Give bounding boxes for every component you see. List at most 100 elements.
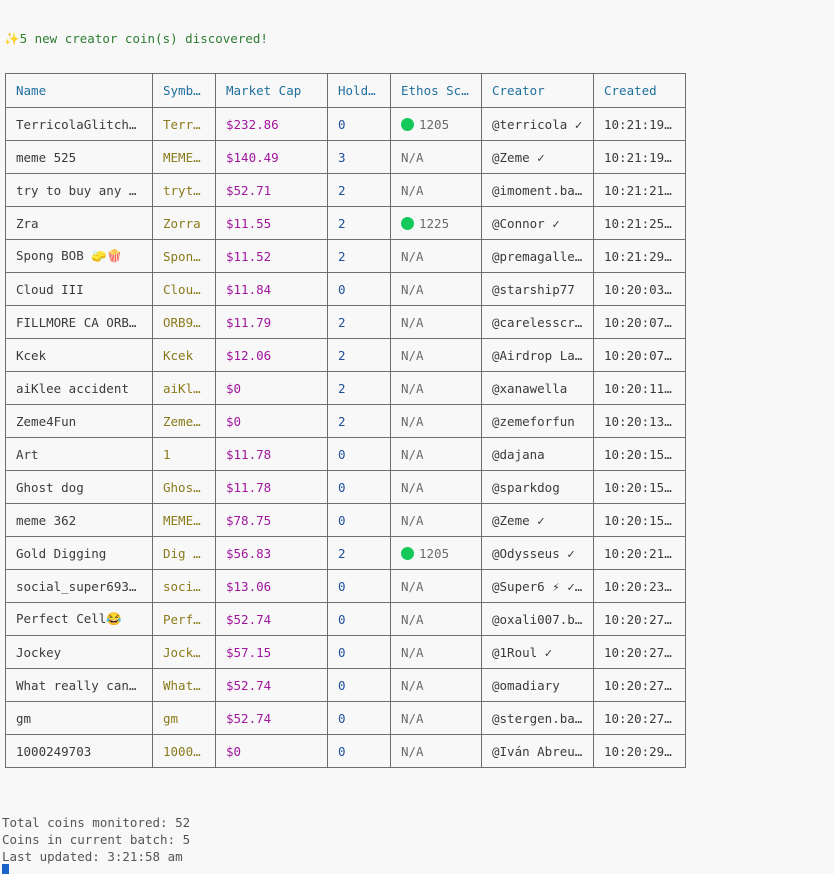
cell-holders: 3 bbox=[327, 140, 391, 174]
cell-name-text: aiKlee accident bbox=[16, 380, 129, 396]
cell-creator-text: @Connor ✓ bbox=[492, 215, 560, 231]
cell-name-text: Cloud III bbox=[16, 281, 84, 297]
cell-created: 10:20:29 am bbox=[593, 734, 686, 768]
cell-creator: @dajana bbox=[481, 437, 594, 471]
cell-ethos-score-text: 1225 bbox=[419, 215, 450, 231]
table-header-row: Name Symbol Market Cap Holders Ethos Sco… bbox=[5, 73, 686, 108]
cell-holders: 0 bbox=[327, 734, 391, 768]
cell-created-text: 10:20:15 am bbox=[604, 446, 686, 462]
cell-creator-text: @Iván Abreu ✓ bbox=[492, 743, 590, 759]
cell-creator-text: @imoment.base.eth bbox=[492, 182, 593, 198]
cell-created: 10:20:27 am bbox=[593, 701, 686, 735]
cell-symbol-text: Zeme4Fun bbox=[163, 413, 216, 429]
cell-symbol-text: MEME362 bbox=[163, 512, 216, 528]
cell-name-text: Jockey bbox=[16, 644, 62, 660]
cell-created: 10:21:21 am bbox=[593, 173, 686, 207]
cell-market-cap-text: $0 bbox=[226, 743, 242, 759]
table-row: Art 1 $11.78 0 N/A @dajana 10:20:15 am bbox=[5, 437, 686, 471]
terminal-cursor bbox=[2, 864, 9, 874]
cell-name-text: social_super6938100 bbox=[16, 578, 153, 594]
cell-creator: @Super6 ⚡ ✓ │ bbox=[481, 569, 594, 603]
cell-symbol-text: social_super bbox=[163, 578, 216, 594]
cell-ethos-score-text: N/A bbox=[401, 743, 424, 759]
table-row: TerricolaGlitchSymphony Terricola $232.86 0… bbox=[5, 107, 686, 141]
cell-ethos-score: N/A bbox=[390, 404, 482, 438]
cell-symbol-text: Terricola bbox=[163, 116, 216, 132]
cell-name: Spong BOB 🧽🍿 bbox=[5, 239, 153, 273]
header-market-cap: Market Cap bbox=[215, 73, 328, 108]
cell-market-cap-text: $52.74 bbox=[226, 710, 272, 726]
header-holders: Holders bbox=[327, 73, 391, 108]
cell-name: meme 525 bbox=[5, 140, 153, 174]
cell-name-text: What really can fix this bbox=[16, 677, 152, 693]
cell-creator-text: @starship77 bbox=[492, 281, 575, 297]
cell-holders: 0 bbox=[327, 569, 391, 603]
cell-name: Zeme4Fun bbox=[5, 404, 153, 438]
cell-ethos-score-text: N/A bbox=[401, 380, 424, 396]
cell-holders-text: 2 bbox=[338, 314, 346, 330]
cell-holders: 2 bbox=[327, 173, 391, 207]
cell-symbol-text: Jockey bbox=[163, 644, 209, 660]
cell-name-text: meme 525 bbox=[16, 149, 77, 165]
cell-creator: @carelesscrypto bbox=[481, 305, 594, 339]
cell-creator: @terricola ✓ bbox=[481, 107, 594, 141]
cell-name: aiKlee accident bbox=[5, 371, 153, 405]
cell-market-cap: $140.49 bbox=[215, 140, 328, 174]
cell-market-cap: $0 bbox=[215, 404, 328, 438]
cell-holders-text: 0 bbox=[338, 611, 346, 627]
cell-name-text: meme 362 bbox=[16, 512, 77, 528]
cell-created: 10:20:07 am bbox=[593, 305, 686, 339]
cell-symbol: aiKlee bbox=[152, 371, 216, 405]
cell-holders: 0 bbox=[327, 503, 391, 537]
cell-market-cap: $11.84 bbox=[215, 272, 328, 306]
cell-created: 10:21:19 am bbox=[593, 140, 686, 174]
cell-symbol: Terricola bbox=[152, 107, 216, 141]
banner-text: 5 new creator coin(s) discovered! bbox=[19, 31, 268, 46]
cell-symbol: MEME362 bbox=[152, 503, 216, 537]
cell-ethos-score: N/A bbox=[390, 569, 482, 603]
cell-ethos-score-text: N/A bbox=[401, 446, 424, 462]
cell-market-cap-text: $78.75 bbox=[226, 512, 272, 528]
cell-created: 10:20:23 … │ bbox=[593, 569, 686, 603]
cell-symbol-text: aiKlee bbox=[163, 380, 209, 396]
cell-ethos-score-text: N/A bbox=[401, 611, 424, 627]
cell-market-cap: $11.52 bbox=[215, 239, 328, 273]
cell-creator-text: @Zeme ✓ bbox=[492, 512, 545, 528]
cell-holders: 0 bbox=[327, 107, 391, 141]
cell-created-text: 10:20:15 am bbox=[604, 512, 686, 528]
cell-holders-text: 2 bbox=[338, 347, 346, 363]
cell-holders: 0 bbox=[327, 272, 391, 306]
cell-market-cap: $12.06 bbox=[215, 338, 328, 372]
cell-created-text: 10:21:25 am bbox=[604, 215, 686, 231]
cell-created-text: 10:20:13 am bbox=[604, 413, 686, 429]
cell-name-text: 1000249703 bbox=[16, 743, 92, 759]
cell-holders: 0 bbox=[327, 437, 391, 471]
cell-creator-text: @1Roul ✓ bbox=[492, 644, 553, 660]
cell-market-cap: $52.71 bbox=[215, 173, 328, 207]
cell-market-cap-text: $52.74 bbox=[226, 611, 272, 627]
cell-market-cap-text: $52.71 bbox=[226, 182, 272, 198]
table-row: Jockey Jockey $57.15 0 N/A @1Roul ✓ 10:20:27 a… bbox=[5, 635, 686, 669]
cell-holders-text: 0 bbox=[338, 578, 346, 594]
cell-created-text: 10:20:27 am bbox=[604, 677, 686, 693]
cell-holders-text: 2 bbox=[338, 413, 346, 429]
cell-created: 10:20:13 am bbox=[593, 404, 686, 438]
cell-creator-text: @oxali007.base.eth bbox=[492, 611, 593, 627]
cell-ethos-score-text: N/A bbox=[401, 578, 424, 594]
cell-creator: @zemeforfun bbox=[481, 404, 594, 438]
cell-holders-text: 2 bbox=[338, 248, 346, 264]
cell-creator: @omadiary bbox=[481, 668, 594, 702]
cell-market-cap-text: $13.06 bbox=[226, 578, 272, 594]
cell-name-text: Art bbox=[16, 446, 39, 462]
cell-ethos-score: N/A bbox=[390, 503, 482, 537]
cell-holders-text: 0 bbox=[338, 710, 346, 726]
cell-creator: @starship77 bbox=[481, 272, 594, 306]
